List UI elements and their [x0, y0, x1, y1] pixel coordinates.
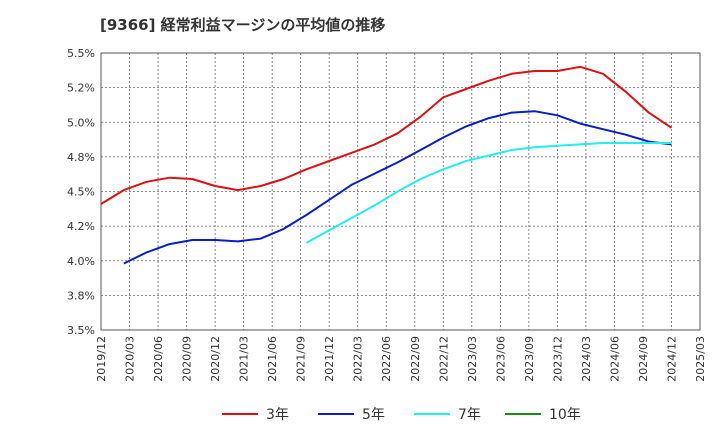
y-tick-label: 4.8% — [67, 151, 95, 164]
y-axis: 3.5% 3.8% 4.0% 4.2% 4.5% 4.8% 5.0% 5.2% 5.5% — [67, 47, 95, 337]
plot-border — [100, 52, 701, 331]
x-tick-label: 2025/03 — [694, 336, 707, 382]
x-tick-label: 2021/09 — [295, 336, 308, 382]
y-tick-label: 5.5% — [67, 47, 95, 60]
x-tick-label: 2023/03 — [466, 336, 479, 382]
series-line-3年 — [100, 65, 673, 205]
x-tick-label: 2021/12 — [323, 336, 336, 382]
y-tick-label: 3.8% — [67, 289, 95, 302]
x-tick-label: 2020/09 — [181, 336, 194, 382]
plot-area — [100, 52, 701, 331]
y-tick-label: 4.5% — [67, 186, 95, 199]
x-axis: 2019/12 2020/03 2020/06 2020/09 2020/12 2021/… — [95, 336, 707, 382]
x-tick-label: 2022/06 — [380, 336, 393, 382]
series-line-7年 — [305, 142, 672, 244]
legend-label: 5年 — [362, 407, 385, 423]
y-tick-label: 3.5% — [67, 324, 95, 337]
legend-label: 3年 — [266, 407, 289, 423]
x-tick-label: 2023/12 — [551, 336, 564, 382]
x-tick-label: 2022/12 — [437, 336, 450, 382]
legend-label: 7年 — [458, 407, 481, 423]
x-tick-label: 2020/12 — [209, 336, 222, 382]
x-tick-label: 2023/06 — [494, 336, 507, 382]
chart-title: [9366] 経常利益マージンの平均値の推移 — [100, 16, 386, 34]
y-tick-label: 5.2% — [67, 82, 95, 95]
series-lines — [100, 65, 673, 265]
x-tick-label: 2021/06 — [266, 336, 279, 382]
x-tick-label: 2024/09 — [637, 336, 650, 382]
x-tick-label: 2024/03 — [580, 336, 593, 382]
x-tick-label: 2020/03 — [124, 336, 137, 382]
x-tick-label: 2019/12 — [95, 336, 108, 382]
x-tick-label: 2020/06 — [152, 336, 165, 382]
x-tick-label: 2024/12 — [665, 336, 678, 382]
y-tick-label: 5.0% — [67, 116, 95, 129]
x-tick-label: 2024/06 — [608, 336, 621, 382]
x-tick-label: 2023/09 — [523, 336, 536, 382]
x-tick-label: 2022/03 — [352, 336, 365, 382]
y-tick-label: 4.2% — [67, 220, 95, 233]
y-tick-label: 4.0% — [67, 255, 95, 268]
x-tick-label: 2022/09 — [409, 336, 422, 382]
legend-label: 10年 — [549, 407, 581, 423]
series-line-5年 — [123, 110, 672, 265]
legend: 3年 5年 7年 10年 — [222, 407, 581, 423]
x-tick-label: 2021/03 — [238, 336, 251, 382]
